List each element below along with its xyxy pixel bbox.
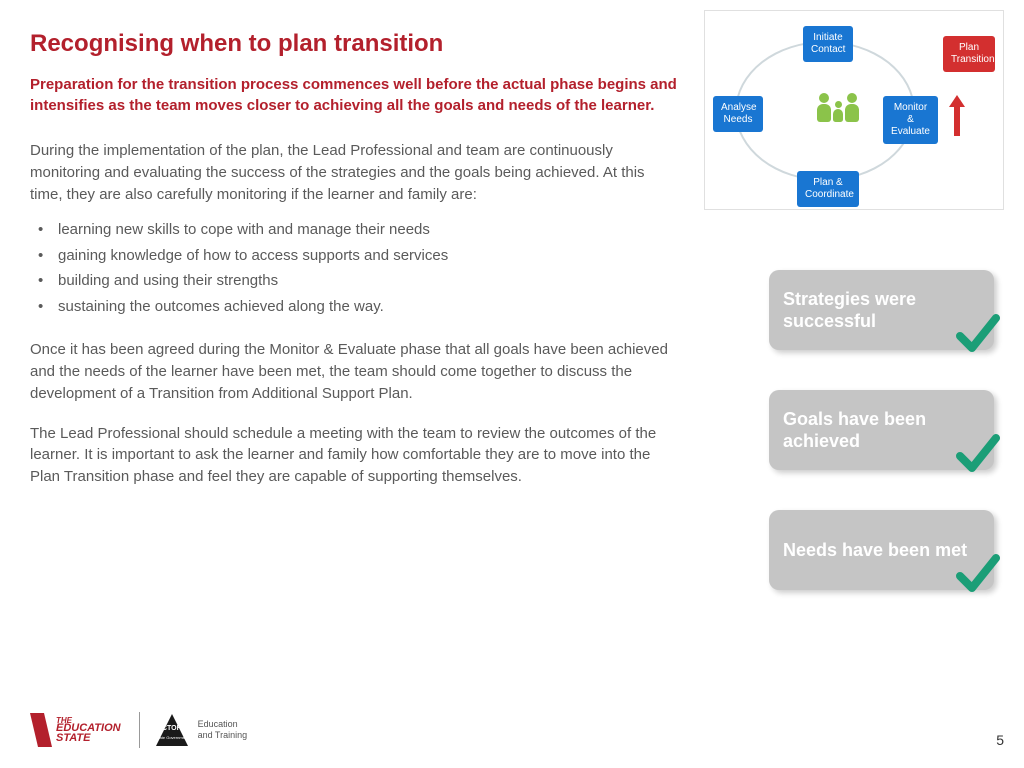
node-analyse-needs: Analyse Needs (713, 96, 763, 132)
node-plan-coordinate: Plan & Coordinate (797, 171, 859, 207)
list-item: sustaining the outcomes achieved along t… (30, 294, 680, 320)
dept-text: Education (198, 719, 248, 730)
bullet-list: learning new skills to cope with and man… (30, 217, 680, 319)
status-text: Needs have been met (783, 539, 980, 562)
paragraph-3: The Lead Professional should schedule a … (30, 423, 680, 488)
svg-text:VICTORIA: VICTORIA (155, 725, 188, 732)
list-item: gaining knowledge of how to access suppo… (30, 243, 680, 269)
page-number: 5 (996, 732, 1004, 748)
education-state-logo: THE EDUCATION STATE (30, 713, 121, 747)
node-monitor-evaluate: Monitor & Evaluate (883, 96, 938, 144)
list-item: building and using their strengths (30, 268, 680, 294)
status-text: Strategies were successful (783, 288, 980, 333)
victoria-gov-logo: VICTORIA State Government Education and … (139, 712, 248, 748)
victoria-triangle-icon: VICTORIA State Government (154, 712, 190, 748)
status-card-goals: Goals have been achieved (769, 390, 994, 470)
node-plan-transition: Plan Transition (943, 36, 995, 72)
people-icon (817, 93, 859, 122)
node-initiate-contact: Initiate Contact (803, 26, 853, 62)
svg-text:State Government: State Government (155, 735, 188, 740)
edstate-shape-icon (30, 713, 52, 747)
subtitle: Preparation for the transition process c… (30, 74, 680, 116)
paragraph-1: During the implementation of the plan, t… (30, 140, 680, 205)
status-card-needs: Needs have been met (769, 510, 994, 590)
process-diagram: Initiate Contact Plan Transition Analyse… (704, 10, 1004, 210)
status-card-strategies: Strategies were successful (769, 270, 994, 350)
logo-text: STATE (56, 734, 121, 744)
list-item: learning new skills to cope with and man… (30, 217, 680, 243)
paragraph-2: Once it has been agreed during the Monit… (30, 339, 680, 404)
footer-logos: THE EDUCATION STATE VICTORIA State Gover… (30, 712, 247, 748)
page-title: Recognising when to plan transition (30, 30, 680, 58)
status-text: Goals have been achieved (783, 408, 980, 453)
dept-text: and Training (198, 730, 248, 741)
main-content: Recognising when to plan transition Prep… (30, 30, 680, 500)
arrow-up-icon (947, 93, 967, 138)
checkmark-icon (954, 550, 1000, 596)
checkmark-icon (954, 310, 1000, 356)
checkmark-icon (954, 430, 1000, 476)
